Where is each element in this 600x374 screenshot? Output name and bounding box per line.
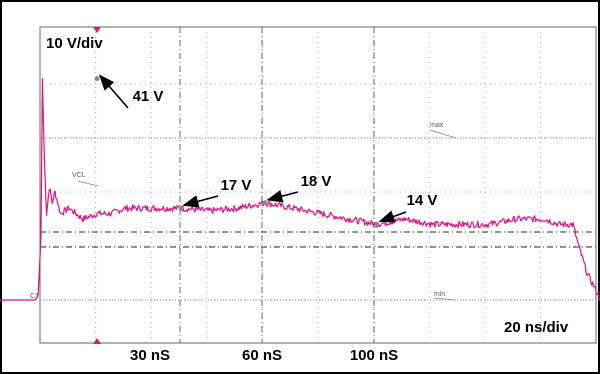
trigger-marker [93,338,101,344]
annotation-arrow [266,189,299,203]
vcl-marker-label: VCL [72,172,86,179]
measurement-point [374,221,380,227]
max-marker-stub [429,129,457,139]
vcl-marker-stub [77,180,99,187]
measurement-point [178,205,184,211]
channel-marker-label: C1 [30,293,39,300]
annotation-18v: 18 V [301,173,332,190]
trigger-marker [93,27,101,33]
annotation-arrow [182,195,219,208]
annotation-17v: 17 V [221,177,252,194]
annotation-41v: 41 V [133,88,164,105]
min-marker-label: min [434,291,445,298]
x-tick-label-100: 100 nS [350,347,398,364]
annotation-14v: 14 V [407,192,438,209]
trace-layer [0,76,600,302]
horizontal-scale-label: 20 ns/div [504,319,569,336]
x-tick-label-30: 30 nS [130,347,170,364]
annotation-arrow [98,74,129,109]
voltage-trace [0,77,600,302]
min-marker-stub [433,297,457,301]
max-marker-label: max [430,122,444,129]
x-tick-label-60: 60 nS [242,347,282,364]
vertical-scale-label: 10 V/div [46,35,103,52]
measurement-point [94,76,100,82]
annotation-arrows [98,74,407,223]
annotation-arrow [378,210,407,223]
graticule [39,26,597,344]
measurement-point [262,200,268,206]
